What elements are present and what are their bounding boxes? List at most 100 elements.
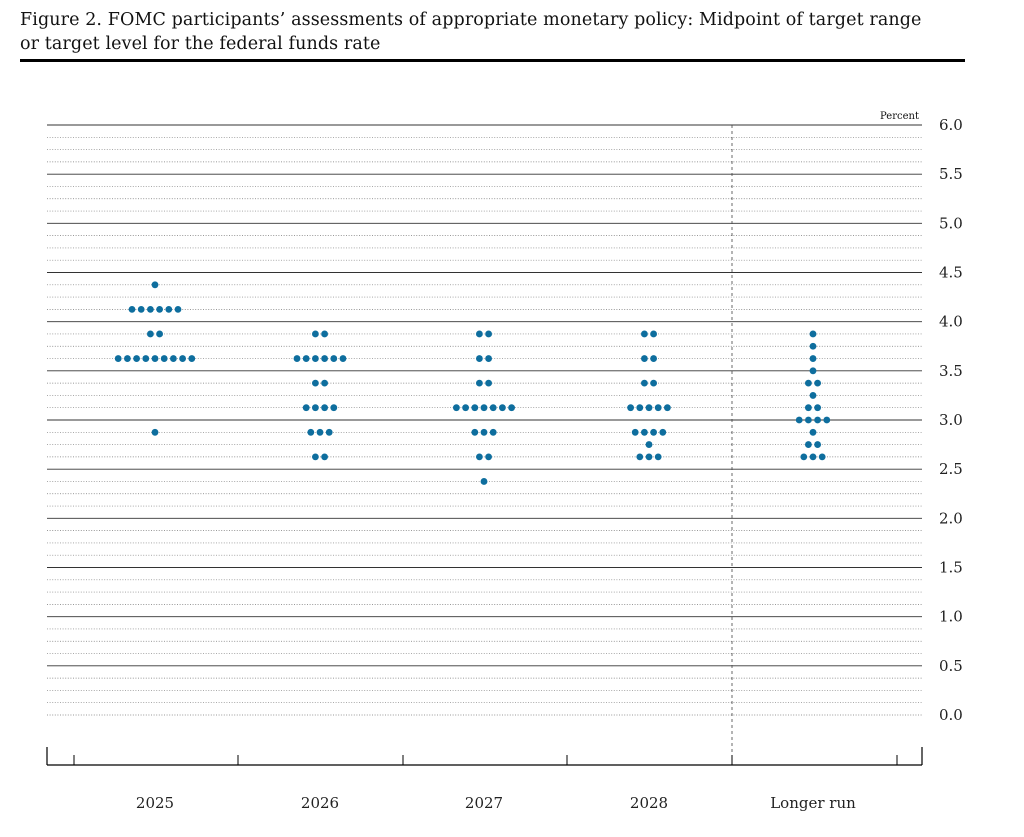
participant-dot <box>151 355 159 362</box>
participant-dot <box>147 330 154 338</box>
y-tick-label: 1.5 <box>939 559 963 577</box>
participant-dot <box>489 428 497 436</box>
participant-dot <box>124 355 131 362</box>
participant-dot <box>156 330 164 338</box>
x-category-label: Longer run <box>770 794 856 812</box>
participant-dot <box>809 342 817 350</box>
participant-dot <box>809 453 817 461</box>
participant-dot <box>476 355 483 362</box>
participant-dot <box>809 355 817 362</box>
y-tick-label: 4.0 <box>939 313 963 331</box>
participant-dot <box>814 404 821 412</box>
participant-dot <box>795 416 803 424</box>
participant-dot <box>453 404 460 412</box>
participant-dot <box>645 404 653 412</box>
participant-dot <box>650 330 657 338</box>
participant-dot <box>480 478 488 485</box>
participant-dot <box>476 330 483 338</box>
participant-dot <box>636 404 644 412</box>
y-tick-label: 5.5 <box>939 165 963 183</box>
participant-dot <box>321 330 328 338</box>
y-tick-label: 2.0 <box>939 509 963 527</box>
y-tick-label: 4.5 <box>939 264 963 282</box>
participant-dot <box>147 305 154 313</box>
participant-dot <box>462 404 469 412</box>
participant-dot <box>485 355 492 362</box>
x-category-label: 2027 <box>465 794 503 812</box>
participant-dot <box>302 355 310 362</box>
participant-dot <box>654 453 662 461</box>
participant-dot <box>302 404 310 412</box>
y-axis-unit-label: Percent <box>880 111 919 122</box>
participant-dot <box>645 453 653 461</box>
figure-title-line-1: Figure 2. FOMC participants’ assessments… <box>20 10 922 30</box>
x-category-label: 2026 <box>301 794 339 812</box>
participant-dot <box>654 404 662 412</box>
participant-dot <box>805 441 812 448</box>
participant-dot <box>137 305 145 313</box>
participant-dot <box>471 404 479 412</box>
participant-dot <box>165 305 173 313</box>
participant-dot <box>809 330 817 338</box>
participant-dot <box>188 355 196 362</box>
participant-dot <box>114 355 122 362</box>
participant-dot <box>312 404 319 412</box>
y-tick-label: 0.5 <box>939 657 963 675</box>
participant-dot <box>650 379 657 387</box>
participant-dot <box>321 379 328 387</box>
participant-dot <box>489 404 497 412</box>
x-category-label: 2025 <box>136 794 174 812</box>
participant-dot <box>476 379 483 387</box>
participant-dot <box>151 281 159 289</box>
dots-layer <box>114 281 831 485</box>
title-rule <box>20 59 965 62</box>
participant-dot <box>641 330 648 338</box>
participant-dot <box>160 355 168 362</box>
y-tick-label: 2.5 <box>939 460 963 478</box>
participant-dot <box>641 379 648 387</box>
participant-dot <box>641 355 648 362</box>
participant-dot <box>627 404 634 412</box>
participant-dot <box>321 355 328 362</box>
participant-dot <box>809 428 817 436</box>
participant-dot <box>170 355 177 362</box>
y-tick-label: 0.0 <box>939 706 963 724</box>
participant-dot <box>316 428 324 436</box>
participant-dot <box>499 404 506 412</box>
participant-dot <box>664 404 671 412</box>
participant-dot <box>809 392 817 399</box>
participant-dot <box>650 355 657 362</box>
grid-layer <box>47 124 922 764</box>
participant-dot <box>485 330 492 338</box>
figure-title-line-2: or target level for the federal funds ra… <box>20 34 381 54</box>
participant-dot <box>312 379 319 387</box>
participant-dot <box>485 453 492 461</box>
participant-dot <box>823 416 831 424</box>
participant-dot <box>659 428 667 436</box>
participant-dot <box>645 441 653 448</box>
y-tick-label: 3.5 <box>939 362 963 380</box>
participant-dot <box>312 355 319 362</box>
participant-dot <box>312 330 319 338</box>
participant-dot <box>312 453 319 461</box>
participant-dot <box>641 428 648 436</box>
participant-dot <box>471 428 479 436</box>
axis-layer: 0.0 0.5 1.0 1.5 2.0 2.5 3.0 3.5 4.0 4.5 5.0 5.5 6.0 2… <box>46 116 963 812</box>
participant-dot <box>321 453 328 461</box>
participant-dot <box>330 355 338 362</box>
participant-dot <box>814 379 821 387</box>
y-tick-label: 3.0 <box>939 411 963 429</box>
participant-dot <box>321 404 328 412</box>
participant-dot <box>128 305 136 313</box>
participant-dot <box>476 453 483 461</box>
participant-dot <box>156 305 164 313</box>
y-tick-label: 1.0 <box>939 608 963 626</box>
participant-dot <box>805 416 812 424</box>
participant-dot <box>818 453 826 461</box>
participant-dot <box>307 428 315 436</box>
participant-dot <box>325 428 333 436</box>
participant-dot <box>805 404 812 412</box>
participant-dot <box>142 355 150 362</box>
participant-dot <box>480 404 488 412</box>
